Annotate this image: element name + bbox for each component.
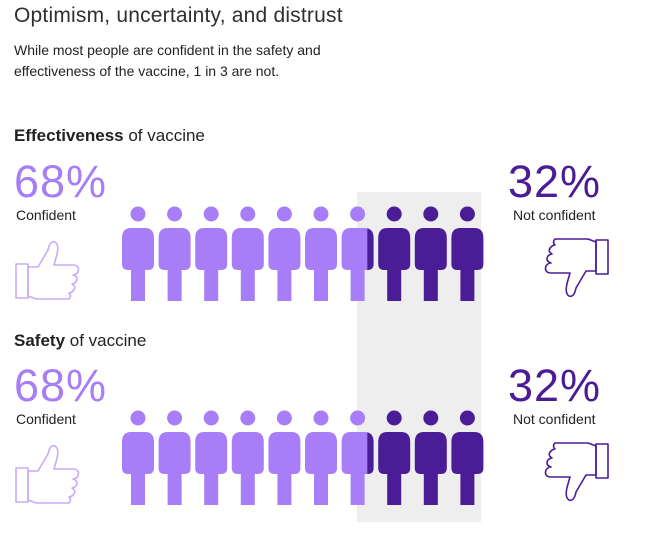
person-body — [451, 228, 484, 301]
person-icon — [305, 410, 337, 505]
person-icon — [378, 206, 411, 301]
person-body — [158, 228, 191, 301]
panel-heading-rest: of vaccine — [123, 126, 205, 145]
person-head — [350, 206, 366, 222]
chart-subtitle: While most people are confident in the s… — [14, 42, 321, 79]
person-body — [122, 228, 154, 301]
person-icon — [231, 206, 264, 301]
thumbs-up-icon — [15, 444, 80, 504]
person-head — [240, 206, 256, 222]
person-head — [350, 410, 366, 426]
panel-heading-bold: Safety — [14, 331, 66, 350]
person-icon — [378, 410, 411, 505]
person-head — [459, 410, 475, 426]
person-head — [130, 410, 146, 426]
person-icon — [341, 410, 374, 505]
person-head — [386, 206, 402, 222]
person-icon — [195, 206, 228, 301]
person-head — [203, 410, 219, 426]
person-head — [167, 206, 183, 222]
person-body — [414, 228, 447, 301]
thumbs-down-icon — [544, 442, 609, 502]
person-icon — [414, 206, 447, 301]
person-icon — [122, 206, 154, 301]
panel-heading-safety: Safety of vaccine — [14, 331, 146, 351]
person-body — [231, 432, 264, 505]
person-icon — [122, 410, 154, 505]
person-head — [313, 206, 329, 222]
person-body — [367, 432, 374, 474]
person-head — [386, 410, 402, 426]
not-confident-label: Not confident — [513, 411, 596, 427]
person-body — [341, 432, 368, 505]
person-head — [203, 206, 219, 222]
not-confident-percent: 32% — [508, 156, 602, 207]
confident-percent: 68% — [14, 156, 108, 207]
person-icon — [451, 206, 484, 301]
person-body — [378, 432, 411, 505]
not-confident-percent: 32% — [508, 360, 602, 411]
person-body — [451, 432, 484, 505]
person-body — [305, 432, 337, 505]
person-icon — [195, 410, 228, 505]
person-icon — [158, 410, 191, 505]
not-confident-label: Not confident — [513, 207, 596, 223]
person-icon — [305, 206, 337, 301]
person-row — [122, 206, 484, 301]
person-body — [268, 432, 301, 505]
panel-heading-effectiveness: Effectiveness of vaccine — [14, 126, 205, 146]
person-body — [268, 228, 301, 301]
person-icon — [341, 206, 374, 301]
person-icon — [268, 410, 301, 505]
person-head — [459, 206, 475, 222]
thumbs-up-icon — [15, 240, 80, 300]
panel-heading-rest: of vaccine — [65, 331, 147, 350]
person-icon — [451, 410, 484, 505]
person-icon — [231, 410, 264, 505]
thumbs-down-icon — [544, 238, 609, 298]
person-body — [195, 228, 228, 301]
person-head — [167, 410, 183, 426]
person-body — [122, 432, 154, 505]
confident-label: Confident — [16, 411, 76, 427]
confident-label: Confident — [16, 207, 76, 223]
person-body — [367, 228, 374, 270]
person-icon — [268, 206, 301, 301]
person-body — [414, 432, 447, 505]
person-row — [122, 410, 484, 505]
person-body — [158, 432, 191, 505]
person-head — [276, 410, 292, 426]
person-body — [378, 228, 411, 301]
panel-heading-bold: Effectiveness — [14, 126, 124, 145]
person-head — [423, 410, 439, 426]
person-icon — [158, 206, 191, 301]
confident-percent: 68% — [14, 360, 108, 411]
person-icon — [414, 410, 447, 505]
person-body — [305, 228, 337, 301]
person-body — [195, 432, 228, 505]
person-body — [341, 228, 368, 301]
chart-title: Optimism, uncertainty, and distrust — [14, 4, 343, 27]
person-head — [313, 410, 329, 426]
person-head — [276, 206, 292, 222]
person-head — [240, 410, 256, 426]
person-body — [231, 228, 264, 301]
person-head — [130, 206, 146, 222]
person-head — [423, 206, 439, 222]
